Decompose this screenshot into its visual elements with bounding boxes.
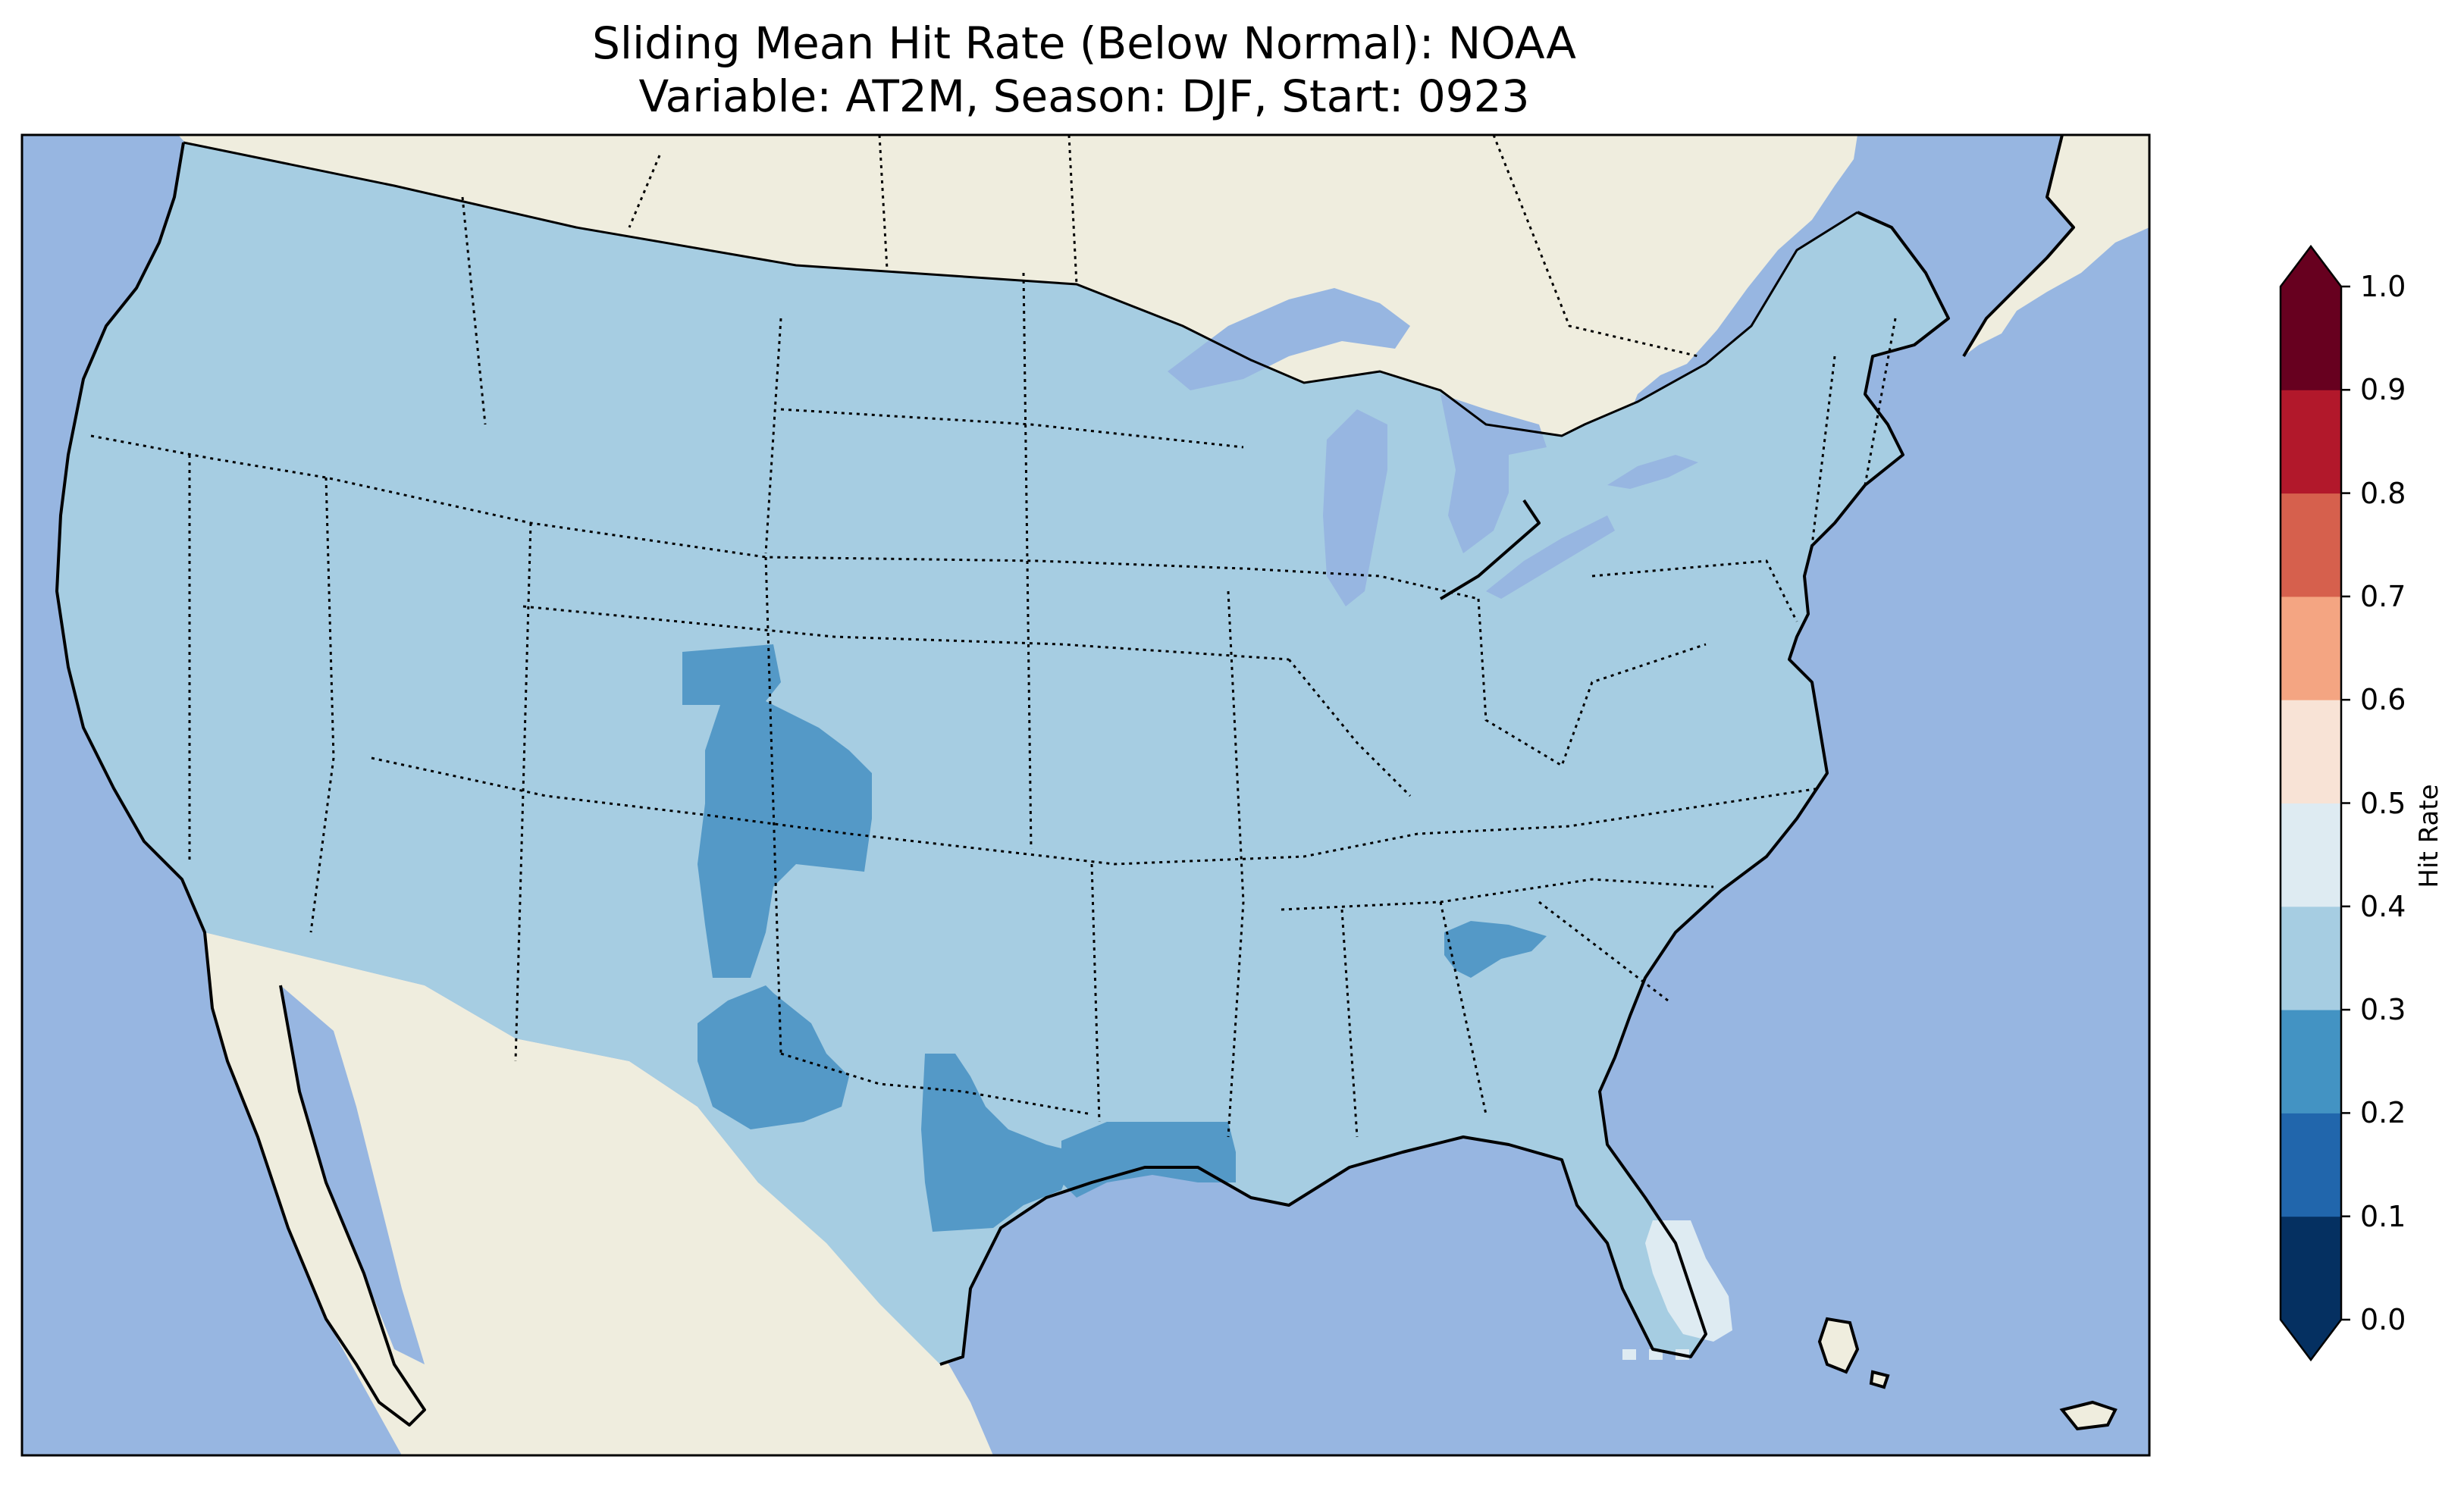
lake-huron: [1440, 394, 1547, 553]
colorbar-bin-9: [2281, 287, 2341, 390]
colorbar-tickmarks: [2341, 285, 2350, 1321]
chart-title-line1: Sliding Mean Hit Rate (Below Normal): NO…: [592, 17, 1576, 69]
lake-michigan: [1323, 409, 1387, 606]
colorbar-bin-4: [2281, 803, 2341, 907]
us-canada-border: [183, 141, 1858, 437]
colorbar-tick-label: 0.2: [2360, 1096, 2406, 1130]
low-hit-rate-patches: [682, 644, 1547, 1232]
gulf-of-california: [281, 985, 425, 1364]
colorbar-tick-label: 0.5: [2360, 786, 2406, 820]
coastlines: [55, 135, 2075, 1427]
lake-erie: [1486, 515, 1615, 599]
lake-ontario: [1607, 455, 1698, 489]
map-frame: [20, 133, 2151, 1457]
colorbar-extend-max: [2281, 246, 2341, 287]
patch-west-texas: [698, 985, 849, 1129]
colorbar-tick-label: 0.0: [2360, 1303, 2406, 1336]
colorbar-tick-label: 0.8: [2360, 476, 2406, 510]
colorbar-bin-2: [2281, 1010, 2341, 1113]
colorbar-extend-min: [2281, 1320, 2341, 1360]
patch-central-texas: [921, 1054, 1077, 1232]
patch-alabama-georgia: [1444, 921, 1547, 978]
colorbar-tick-label: 0.6: [2360, 683, 2406, 717]
state-borders: [90, 135, 1897, 1138]
patch-colorado-newmexico: [682, 644, 872, 978]
lake-superior: [1168, 288, 1410, 390]
chart-title-line2: Variable: AT2M, Season: DJF, Start: 0923: [638, 70, 1530, 122]
colorbar-bin-8: [2281, 390, 2341, 494]
colorbar-bin-3: [2281, 906, 2341, 1010]
colorbar-bin-5: [2281, 700, 2341, 803]
colorbar-bin-1: [2281, 1113, 2341, 1217]
colorbar-tick-label: 0.3: [2360, 993, 2406, 1027]
colorbar-tick-label: 0.7: [2360, 579, 2406, 613]
colorbar-tick-label: 1.0: [2360, 270, 2406, 303]
maritimes-land: [1964, 135, 2149, 356]
colorbar-bins: [2281, 287, 2341, 1320]
colorbar-label: Hit Rate: [2414, 784, 2444, 888]
colorbar-bin-7: [2281, 493, 2341, 597]
caribbean-islands: [1817, 1317, 2118, 1431]
colorbar-tick-label: 0.4: [2360, 889, 2406, 923]
colorbar-bin-6: [2281, 596, 2341, 700]
colorbar-tick-label: 0.9: [2360, 373, 2406, 407]
colorbar-bin-0: [2281, 1216, 2341, 1320]
colorbar-tick-label: 0.1: [2360, 1199, 2406, 1233]
